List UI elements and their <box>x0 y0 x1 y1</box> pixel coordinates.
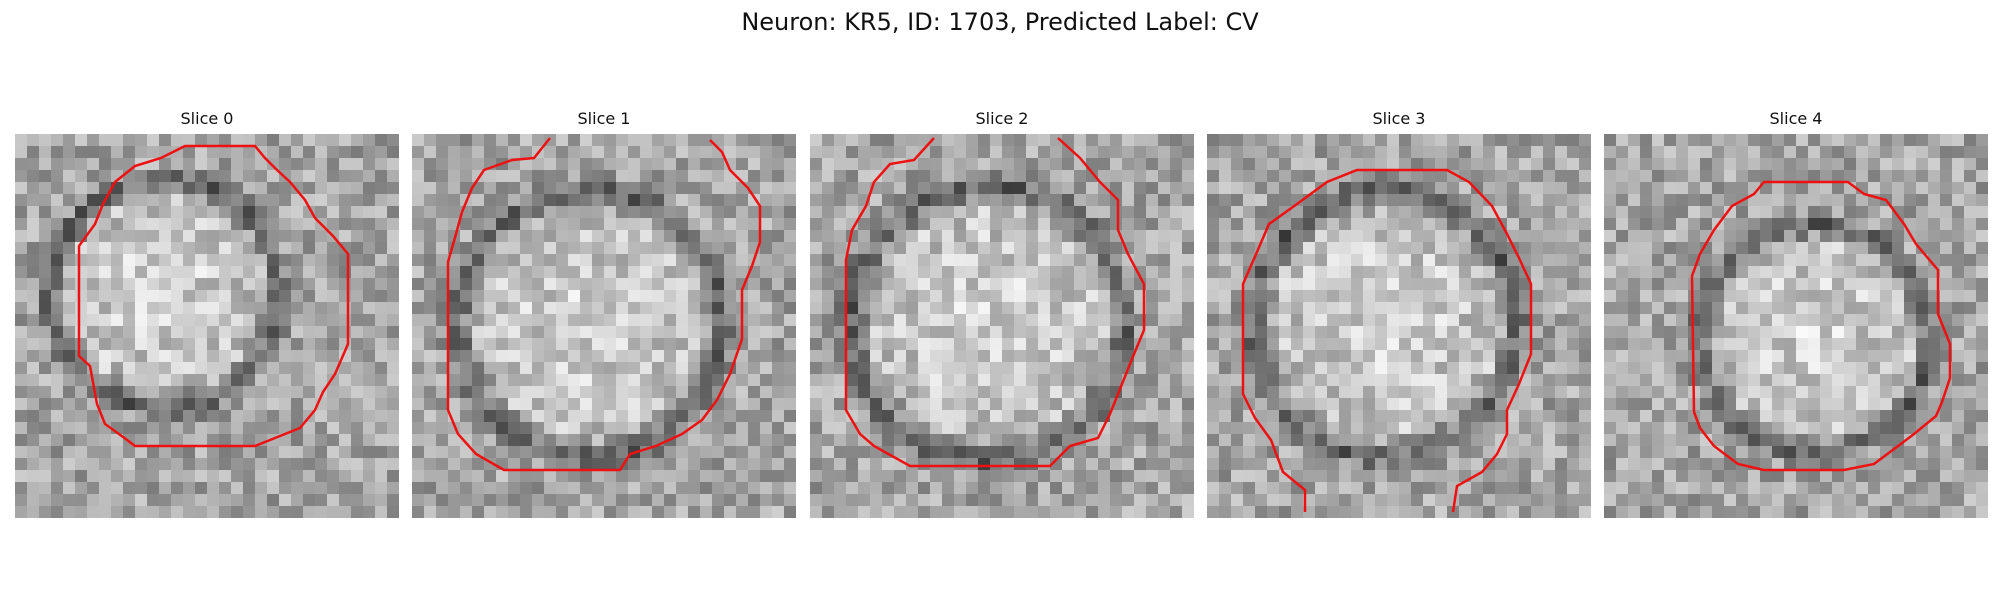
grayscale-microscopy-4 <box>1604 134 1988 518</box>
segmentation-contour-1 <box>446 137 762 472</box>
grayscale-microscopy-3 <box>1207 134 1591 518</box>
slice-image-3 <box>1207 134 1591 518</box>
slice-title-1: Slice 1 <box>577 109 631 128</box>
grayscale-microscopy-1 <box>412 134 796 518</box>
slice-panel-0: Slice 0 <box>15 108 399 518</box>
segmentation-contour-0 <box>77 144 350 448</box>
segmentation-contour-4 <box>1690 180 1952 472</box>
segmentation-contour-2 <box>844 137 1146 468</box>
slice-title-4: Slice 4 <box>1769 109 1823 128</box>
figure-title: Neuron: KR5, ID: 1703, Predicted Label: … <box>741 8 1259 36</box>
slice-image-4 <box>1604 134 1988 518</box>
slice-image-0 <box>15 134 399 518</box>
slice-panel-2: Slice 2 <box>810 108 1194 518</box>
slice-panel-3: Slice 3 <box>1207 108 1591 518</box>
slice-panel-1: Slice 1 <box>412 108 796 518</box>
slice-image-1 <box>412 134 796 518</box>
slice-title-3: Slice 3 <box>1372 109 1426 128</box>
segmentation-contour-3 <box>1241 168 1533 513</box>
slice-panel-4: Slice 4 <box>1604 108 1988 518</box>
slice-title-0: Slice 0 <box>180 109 234 128</box>
grayscale-microscopy-2 <box>810 134 1194 518</box>
slice-title-2: Slice 2 <box>975 109 1029 128</box>
slice-image-2 <box>810 134 1194 518</box>
grayscale-microscopy-0 <box>15 134 399 518</box>
